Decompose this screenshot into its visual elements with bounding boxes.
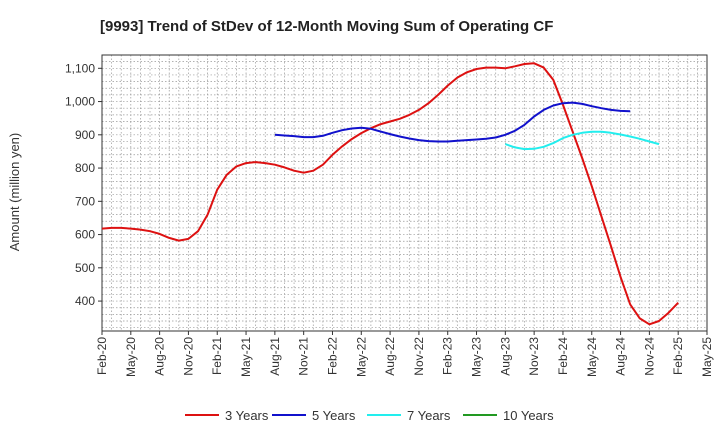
series-line-7-years bbox=[504, 130, 660, 151]
x-tick-label: May-21 bbox=[239, 337, 253, 377]
x-tick-label: May-20 bbox=[124, 337, 138, 377]
y-tick-label: 1,100 bbox=[65, 61, 95, 75]
chart-title: [9993] Trend of StDev of 12-Month Moving… bbox=[100, 18, 553, 35]
x-tick-label: Aug-21 bbox=[268, 337, 282, 376]
legend: 3 Years 5 Years 7 Years 10 Years bbox=[185, 408, 554, 423]
x-tick-label: Feb-25 bbox=[671, 337, 685, 375]
y-tick-label: 700 bbox=[75, 194, 95, 208]
x-tick-label: Feb-24 bbox=[556, 337, 570, 375]
y-tick-label: 500 bbox=[75, 261, 95, 275]
x-tick-label: Aug-23 bbox=[498, 337, 512, 376]
x-tick-label: Aug-20 bbox=[153, 337, 167, 376]
x-tick-label: Nov-24 bbox=[642, 337, 656, 376]
series-lines bbox=[101, 62, 679, 326]
x-tick-label: Aug-24 bbox=[614, 337, 628, 376]
x-tick-label: Feb-21 bbox=[210, 337, 224, 375]
x-tick-label: May-23 bbox=[470, 337, 484, 377]
x-tick-label: May-25 bbox=[700, 337, 714, 377]
series-line-3-years bbox=[101, 62, 679, 326]
x-tick-label: May-24 bbox=[585, 337, 599, 377]
x-tick-label: Feb-23 bbox=[441, 337, 455, 375]
x-tick-label: Nov-23 bbox=[527, 337, 541, 376]
y-tick-label: 900 bbox=[75, 128, 95, 142]
y-axis-ticks: 400 500 600 700 800 900 1,000 1,100 bbox=[65, 61, 102, 308]
legend-label: 10 Years bbox=[503, 408, 554, 423]
x-tick-label: May-22 bbox=[354, 337, 368, 377]
y-tick-label: 400 bbox=[75, 294, 95, 308]
series-line-5-years bbox=[274, 101, 631, 143]
x-tick-label: Nov-21 bbox=[297, 337, 311, 376]
x-tick-label: Nov-22 bbox=[412, 337, 426, 376]
x-tick-label: Nov-20 bbox=[181, 337, 195, 376]
legend-label: 7 Years bbox=[407, 408, 451, 423]
x-axis-ticks: Feb-20 May-20 Aug-20 Nov-20 Feb-21 May-21 Aug-… bbox=[95, 331, 714, 377]
y-tick-label: 1,000 bbox=[65, 95, 95, 109]
y-axis-label: Amount (million yen) bbox=[7, 133, 22, 252]
x-tick-label: Aug-22 bbox=[383, 337, 397, 376]
legend-label: 3 Years bbox=[225, 408, 269, 423]
legend-label: 5 Years bbox=[312, 408, 356, 423]
y-tick-label: 800 bbox=[75, 161, 95, 175]
grid-lines bbox=[102, 55, 707, 331]
plot-area bbox=[101, 54, 708, 332]
x-tick-label: Feb-22 bbox=[325, 337, 339, 375]
x-tick-label: Feb-20 bbox=[95, 337, 109, 375]
y-tick-label: 600 bbox=[75, 228, 95, 242]
